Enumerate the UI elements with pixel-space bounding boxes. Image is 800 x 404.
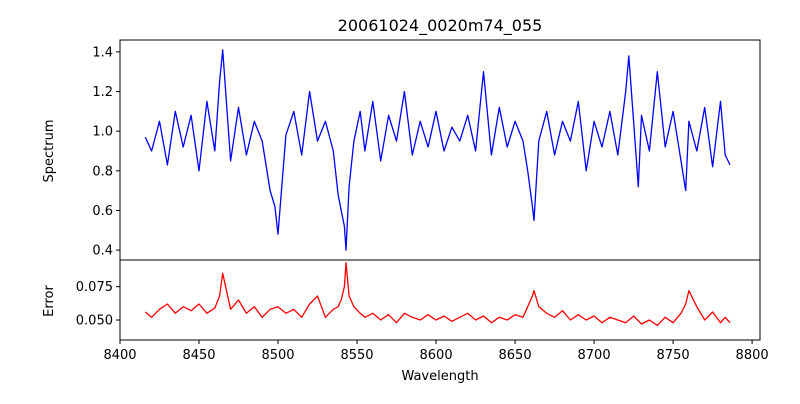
- spectrum-ytick-label: 0.4: [92, 244, 113, 259]
- xtick-label: 8700: [578, 348, 611, 363]
- panels-group: 0.4 0.6 0.8 1.0 1.2 1.4 0.050 0.075 8400 8450 8500…: [76, 39, 769, 363]
- xtick-label: 8450: [182, 348, 215, 363]
- spectrum-ytick-label: 0.8: [92, 164, 113, 179]
- spectrum-ytick-label: 1.0: [92, 125, 113, 140]
- xtick-label: 8550: [340, 348, 373, 363]
- spectrum-ytick-label: 1.4: [92, 45, 113, 60]
- error-series-line: [144, 262, 731, 326]
- spectrum-ytick-label: 0.6: [92, 204, 113, 219]
- x-axis-label: Wavelength: [401, 369, 478, 384]
- xtick-label: 8500: [261, 348, 294, 363]
- chart-title: 20061024_0020m74_055: [338, 16, 543, 36]
- xtick-label: 8750: [657, 348, 690, 363]
- spectrum-axes-frame: [119, 39, 761, 261]
- error-ytick-label: 0.075: [76, 280, 113, 295]
- spectrum-series-line: [144, 49, 731, 251]
- error-axes-frame: [119, 259, 761, 341]
- spectrum-ytick-label: 1.2: [92, 85, 113, 100]
- xtick-label: 8650: [499, 348, 532, 363]
- xtick-label: 8800: [736, 348, 769, 363]
- spectrum-y-axis-label: Spectrum: [42, 120, 57, 183]
- error-ytick-label: 0.050: [76, 314, 113, 329]
- xtick-label: 8600: [420, 348, 453, 363]
- error-y-axis-label: Error: [42, 285, 57, 317]
- xtick-label: 8400: [103, 348, 136, 363]
